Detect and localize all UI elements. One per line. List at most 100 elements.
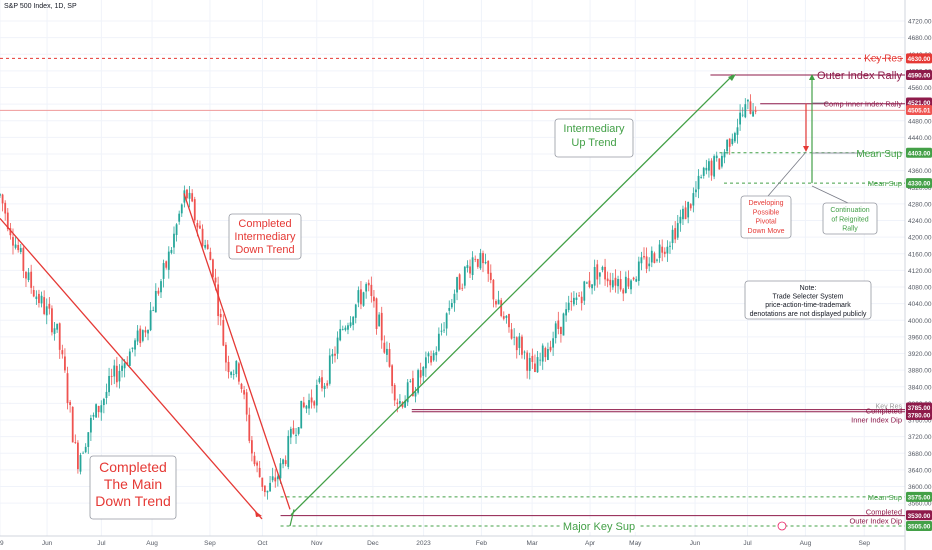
price-label-text: 3785.00: [908, 405, 931, 412]
y-tick-label: 4440.00: [908, 135, 932, 142]
y-tick-label: 4040.00: [908, 301, 932, 308]
candle-body: [557, 320, 560, 329]
candle-body: [583, 281, 586, 301]
candle-body: [227, 361, 230, 373]
candle-body: [258, 467, 261, 478]
x-tick-label: Dec: [367, 540, 379, 547]
candle-body: [160, 281, 162, 293]
candle-body: [505, 315, 508, 318]
candle-body: [378, 314, 381, 327]
candle-body: [409, 380, 412, 382]
candle-body: [427, 353, 430, 357]
intermediary-up-trend-callout-text: Up Trend: [571, 137, 616, 149]
candle-body: [456, 277, 458, 293]
candle-body: [141, 330, 144, 341]
candle-body: [539, 359, 542, 361]
candle-body: [482, 253, 484, 264]
candle-body: [547, 349, 549, 360]
candle-body: [102, 398, 105, 406]
candles: [0, 94, 757, 500]
candle-body: [334, 353, 336, 356]
candle-body: [77, 442, 79, 470]
candle-body: [276, 476, 279, 480]
candle-body: [627, 278, 630, 287]
developing-callout-box: [740, 195, 792, 239]
candle-body: [349, 322, 352, 327]
candle-body: [528, 357, 531, 371]
event-marker: [777, 521, 787, 531]
candle-body: [9, 228, 12, 236]
candle-body: [414, 392, 417, 397]
candle-body: [386, 348, 388, 355]
intermediary-up-trend-callout: Intermediary Up Trend: [554, 118, 634, 158]
candle-body: [95, 404, 97, 418]
candle-body: [445, 313, 448, 329]
x-tick-label: Jun: [42, 540, 53, 547]
candle-body: [35, 296, 38, 300]
candle-body: [417, 370, 419, 393]
candle-body: [354, 304, 357, 318]
candle-body: [554, 323, 557, 339]
candle-body: [679, 216, 682, 224]
y-tick-label: 3960.00: [908, 334, 932, 341]
note-callout-text: price-action-time-trademark: [765, 302, 851, 309]
continuation-callout-text: Continuation: [830, 207, 869, 214]
candle-body: [606, 278, 609, 282]
y-tick-label: 4320.00: [908, 185, 932, 192]
completed-main-callout-box: [89, 455, 177, 520]
candle-body: [66, 373, 69, 404]
candle-body: [250, 440, 253, 454]
candle-body: [240, 383, 243, 390]
candle-body: [58, 323, 61, 350]
candle-body: [170, 249, 173, 253]
completed-outer-label: Outer Index Dip: [849, 517, 902, 526]
completed-outer-label: Completed: [866, 508, 902, 517]
x-tick-label: Nov: [311, 540, 323, 547]
candle-body: [521, 336, 523, 355]
completed-intermediary-callout-text: Intermediary: [234, 231, 296, 243]
candle-body: [113, 365, 116, 377]
candle-body: [370, 284, 373, 297]
continuation-callout-text: of Reignited: [831, 216, 868, 223]
price-label-text: 4630.00: [908, 56, 931, 63]
x-tick-label: Mar: [527, 540, 539, 547]
candle-body: [406, 382, 409, 403]
candle-body: [206, 244, 209, 249]
candle-body: [362, 292, 365, 306]
candle-body: [575, 297, 578, 300]
candle-body: [165, 261, 168, 268]
y-tick-label: 3920.00: [908, 351, 932, 358]
mean-sup-label: Mean Sup: [868, 179, 902, 188]
y-tick-label: 3680.00: [908, 451, 932, 458]
candle-body: [230, 372, 233, 375]
candle-body: [614, 277, 617, 286]
price-label-bg: [906, 147, 932, 158]
candle-body: [30, 271, 33, 288]
candle-body: [440, 330, 443, 332]
x-tick-label: Oct: [257, 540, 267, 547]
candle-body: [105, 391, 108, 398]
candle-body: [741, 114, 744, 116]
candle-body: [38, 293, 40, 304]
candle-body: [341, 329, 344, 330]
candle-body: [87, 432, 90, 447]
candle-body: [510, 329, 513, 339]
x-tick-label: 9: [0, 540, 4, 547]
candle-body: [274, 477, 277, 482]
candle-body: [245, 392, 248, 415]
candle-body: [458, 274, 461, 290]
candle-body: [209, 251, 212, 261]
candle-body: [653, 253, 656, 263]
candle-body: [487, 260, 490, 274]
candle-body: [162, 263, 165, 279]
continuation-arrowhead: [809, 74, 815, 80]
candle-body: [645, 256, 648, 269]
candle-body: [718, 158, 721, 170]
candle-body: [549, 346, 552, 351]
candle-body: [82, 452, 84, 454]
candle-body: [71, 406, 74, 443]
completed-inner-label: Completed: [866, 406, 902, 415]
candle-body: [552, 338, 555, 348]
candle-body: [235, 360, 238, 375]
